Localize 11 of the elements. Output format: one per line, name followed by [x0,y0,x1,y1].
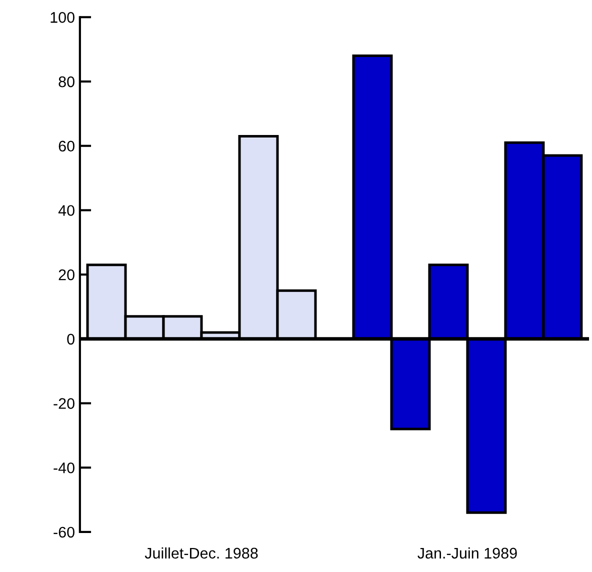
y-tick-label: -60 [54,526,74,538]
y-tick-label: 100 [50,12,74,23]
y-tick-label: -40 [54,462,74,474]
y-tick-label: -20 [54,398,74,409]
y-tick-label: 40 [58,205,74,216]
y-tick-label: 0 [67,334,74,345]
y-tick-label: 60 [58,140,74,152]
y-tick-label: 20 [58,269,74,280]
text: Juillet-Dec. 1988 [144,547,258,559]
text: Jan.-Juin 1989 [418,547,517,559]
y-tick-label: 80 [58,76,74,88]
